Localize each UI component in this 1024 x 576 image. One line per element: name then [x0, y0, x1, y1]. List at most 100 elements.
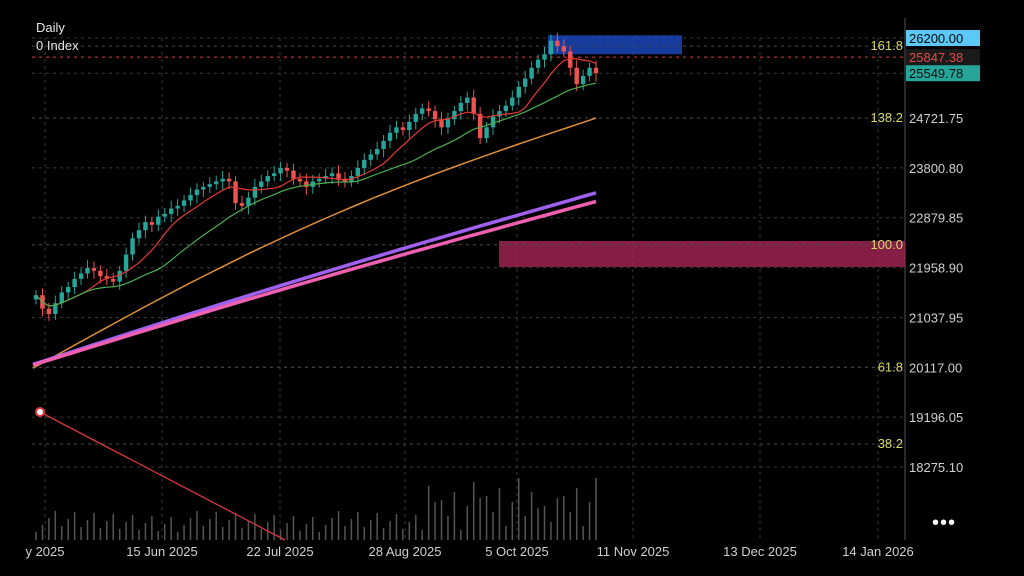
- candle-body: [439, 119, 444, 128]
- candle-body: [162, 213, 167, 217]
- candle-body: [555, 40, 560, 47]
- candle-body: [355, 167, 361, 177]
- candle-body: [561, 46, 567, 52]
- candle-body: [374, 148, 380, 155]
- candle-body: [194, 189, 200, 195]
- candle-body: [432, 111, 438, 120]
- candle-body: [568, 51, 573, 68]
- candle-body: [85, 268, 90, 274]
- candle-body: [117, 270, 122, 282]
- candle-body: [233, 181, 238, 204]
- candle-body: [59, 292, 64, 304]
- y-tick-label: 22879.85: [909, 211, 963, 226]
- timeframe-label: Daily: [36, 20, 65, 35]
- demand-zone: [499, 240, 905, 267]
- candle-body: [259, 181, 264, 187]
- candle-body: [111, 278, 116, 282]
- candle-body: [136, 230, 142, 239]
- candle-body: [265, 176, 270, 182]
- candle-body: [72, 278, 77, 288]
- y-tick-label: 18275.10: [909, 460, 963, 475]
- ma-fast-line: [35, 57, 597, 307]
- candle-body: [246, 197, 251, 206]
- candle-body: [239, 203, 245, 206]
- y-tick-label: 19196.05: [909, 410, 963, 425]
- candle-body: [452, 111, 457, 120]
- x-tick-label: 14 Jan 2026: [842, 544, 914, 559]
- y-tick-label: 20117.00: [909, 360, 962, 375]
- candle-body: [471, 97, 476, 114]
- candle-body: [156, 216, 161, 225]
- candle-body: [420, 108, 425, 114]
- candle-body: [33, 295, 39, 300]
- y-tick-label: 21958.90: [909, 261, 963, 276]
- candle-body: [368, 154, 373, 160]
- candle-body: [304, 181, 309, 187]
- price-tag-bg: [906, 65, 980, 82]
- candle-body: [226, 178, 232, 182]
- candle-body: [143, 222, 148, 231]
- candle-body: [407, 121, 412, 131]
- symbol-label: 0 Index: [36, 38, 79, 53]
- trend-line-handle: [35, 407, 45, 417]
- candle-body: [458, 102, 464, 112]
- candle-body: [510, 97, 515, 106]
- candle-body: [284, 167, 290, 171]
- ma-long-line: [32, 199, 597, 367]
- price-tag-label: 25549.78: [909, 66, 963, 81]
- candle-body: [529, 67, 534, 79]
- x-tick-label: 11 Nov 2025: [597, 544, 670, 559]
- ma-long-line: [32, 117, 597, 369]
- candle-body: [516, 86, 521, 98]
- candle-body: [542, 54, 547, 60]
- candle-body: [381, 140, 386, 149]
- candle-body: [297, 178, 303, 182]
- candle-body: [574, 67, 579, 85]
- fib-level-label: 161.8: [870, 38, 903, 53]
- candle-body: [181, 200, 187, 206]
- candle-body: [130, 238, 135, 255]
- candle-body: [362, 159, 367, 168]
- candle-body: [465, 97, 470, 103]
- candle-body: [587, 67, 592, 76]
- x-tick-label: 15 Jun 2025: [126, 544, 198, 559]
- price-tag-bg: [906, 49, 980, 66]
- price-tag-label: 25847.38: [909, 50, 963, 65]
- candle-body: [91, 268, 97, 271]
- candle-body: [271, 173, 277, 177]
- trend-line: [39, 411, 286, 541]
- candle-body: [291, 170, 296, 179]
- candle-body: [65, 287, 71, 293]
- candle-body: [394, 127, 399, 133]
- ma-mid-line: [35, 82, 597, 307]
- candle-body: [278, 167, 283, 174]
- candle-body: [477, 113, 483, 139]
- more-menu-icon[interactable]: •••: [932, 512, 957, 534]
- candle-body: [490, 116, 496, 128]
- candle-body: [317, 178, 322, 182]
- candle-body: [46, 308, 52, 315]
- candle-body: [413, 113, 418, 122]
- candle-body: [503, 105, 509, 112]
- x-tick-label: y 2025: [25, 544, 64, 559]
- candle-body: [207, 184, 212, 187]
- fib-level-label: 61.8: [878, 359, 903, 374]
- x-tick-label: 13 Dec 2025: [723, 544, 797, 559]
- fib-level-label: 100.0: [870, 237, 903, 252]
- candle-body: [123, 254, 129, 271]
- candle-body: [548, 40, 554, 55]
- candle-body: [214, 181, 219, 185]
- candle-body: [484, 127, 489, 139]
- candle-body: [220, 178, 225, 182]
- candle-body: [98, 270, 103, 277]
- y-tick-label: 21037.95: [909, 310, 963, 325]
- candle-body: [329, 173, 335, 177]
- candle-body: [168, 208, 174, 214]
- candle-body: [387, 132, 393, 141]
- candle-body: [252, 186, 258, 198]
- candle-body: [580, 75, 586, 85]
- price-tag-label: 26200.00: [909, 31, 963, 46]
- candle-body: [593, 67, 599, 74]
- x-tick-label: 22 Jul 2025: [246, 544, 313, 559]
